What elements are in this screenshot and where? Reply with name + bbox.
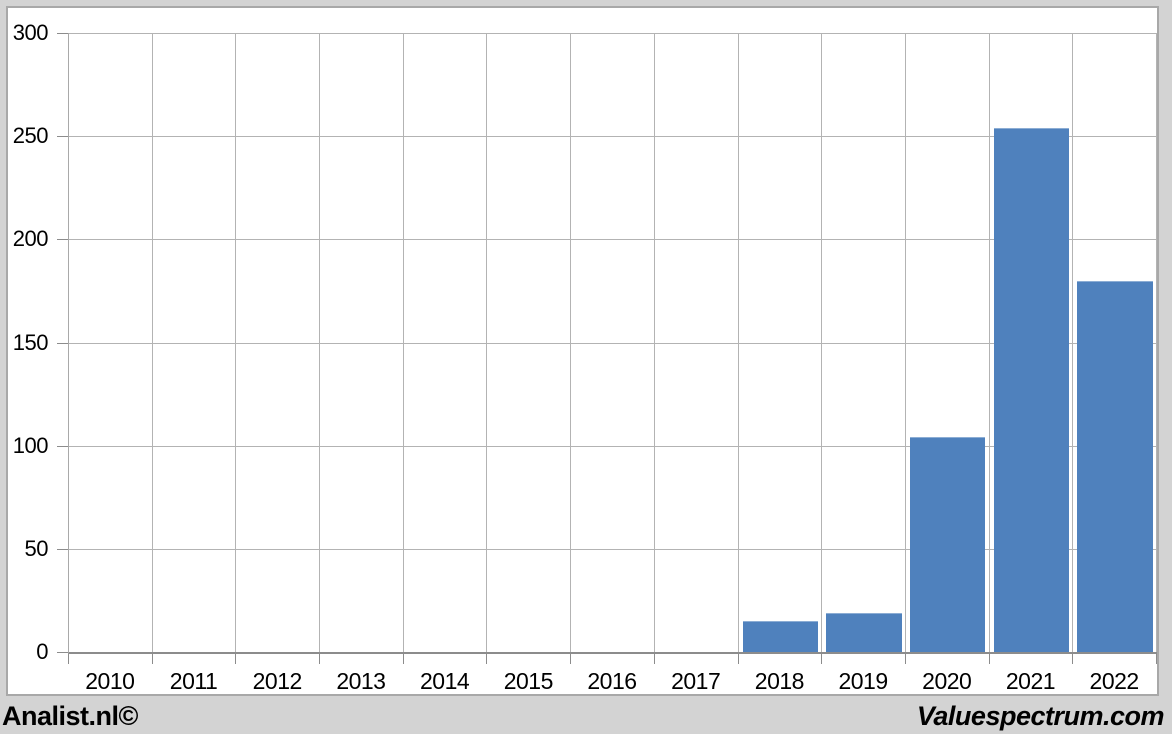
y-tick <box>57 445 68 447</box>
v-gridline <box>319 33 321 652</box>
x-tick-label: 2012 <box>252 668 303 694</box>
y-tick-label: 150 <box>12 329 49 355</box>
x-tick <box>989 654 990 664</box>
v-gridline <box>402 33 404 652</box>
x-tick <box>570 654 571 664</box>
h-gridline <box>69 548 1157 550</box>
watermark-valuespectrum: Valuespectrum.com <box>916 701 1165 731</box>
x-tick <box>738 654 739 664</box>
x-tick-label: 2017 <box>671 668 721 694</box>
y-tick-label: 100 <box>12 432 49 458</box>
y-tick <box>57 33 68 34</box>
x-tick <box>654 654 655 664</box>
x-tick <box>68 654 69 664</box>
y-tick-label: 0 <box>36 639 48 664</box>
v-gridline <box>486 33 488 652</box>
x-tick-label: 2014 <box>420 668 470 694</box>
v-gridline <box>988 33 990 652</box>
x-tick-label: 2016 <box>587 668 637 694</box>
x-tick <box>486 654 487 664</box>
h-gridline <box>69 33 1157 34</box>
y-tick <box>57 136 68 138</box>
x-tick-label: 2015 <box>503 668 554 694</box>
bar-2020 <box>910 437 986 652</box>
x-tick-label: 2021 <box>1005 668 1056 694</box>
h-gridline <box>69 445 1157 447</box>
y-tick-label: 250 <box>12 123 49 149</box>
y-tick-label: 50 <box>24 535 49 561</box>
y-tick-label: 200 <box>12 226 49 252</box>
bar-2018 <box>742 621 819 652</box>
x-tick-label: 2019 <box>838 668 888 694</box>
x-tick-label: 2018 <box>754 668 805 694</box>
x-tick-label: 2010 <box>85 668 135 694</box>
h-gridline <box>69 239 1157 241</box>
v-gridline <box>737 33 739 652</box>
bar-2022 <box>1077 280 1153 652</box>
bar-2021 <box>993 127 1070 652</box>
x-tick <box>319 654 320 664</box>
y-tick <box>57 548 68 550</box>
v-gridline <box>821 33 823 652</box>
plot-area <box>68 33 1157 654</box>
x-tick <box>1156 654 1157 664</box>
y-tick <box>57 342 68 344</box>
watermark-analist: Analist.nl© <box>2 701 138 731</box>
v-gridline <box>653 33 655 652</box>
x-tick <box>152 654 153 664</box>
x-tick-label: 2011 <box>169 668 218 694</box>
y-tick <box>57 239 68 241</box>
v-gridline <box>1072 33 1074 652</box>
x-tick <box>821 654 822 664</box>
bar-2019 <box>826 612 902 652</box>
v-gridline <box>235 33 237 652</box>
h-gridline <box>69 342 1157 344</box>
x-tick <box>403 654 404 664</box>
y-tick <box>57 652 68 653</box>
x-tick-label: 2013 <box>336 668 386 694</box>
v-gridline <box>1156 33 1157 652</box>
x-tick-label: 2022 <box>1089 668 1140 694</box>
x-tick <box>1072 654 1073 664</box>
v-gridline <box>570 33 572 652</box>
v-gridline <box>151 33 153 652</box>
h-gridline <box>69 136 1157 138</box>
x-tick <box>905 654 906 664</box>
v-gridline <box>904 33 906 652</box>
x-tick-label: 2020 <box>922 668 972 694</box>
y-tick-label: 300 <box>12 20 49 45</box>
x-tick <box>235 654 236 664</box>
